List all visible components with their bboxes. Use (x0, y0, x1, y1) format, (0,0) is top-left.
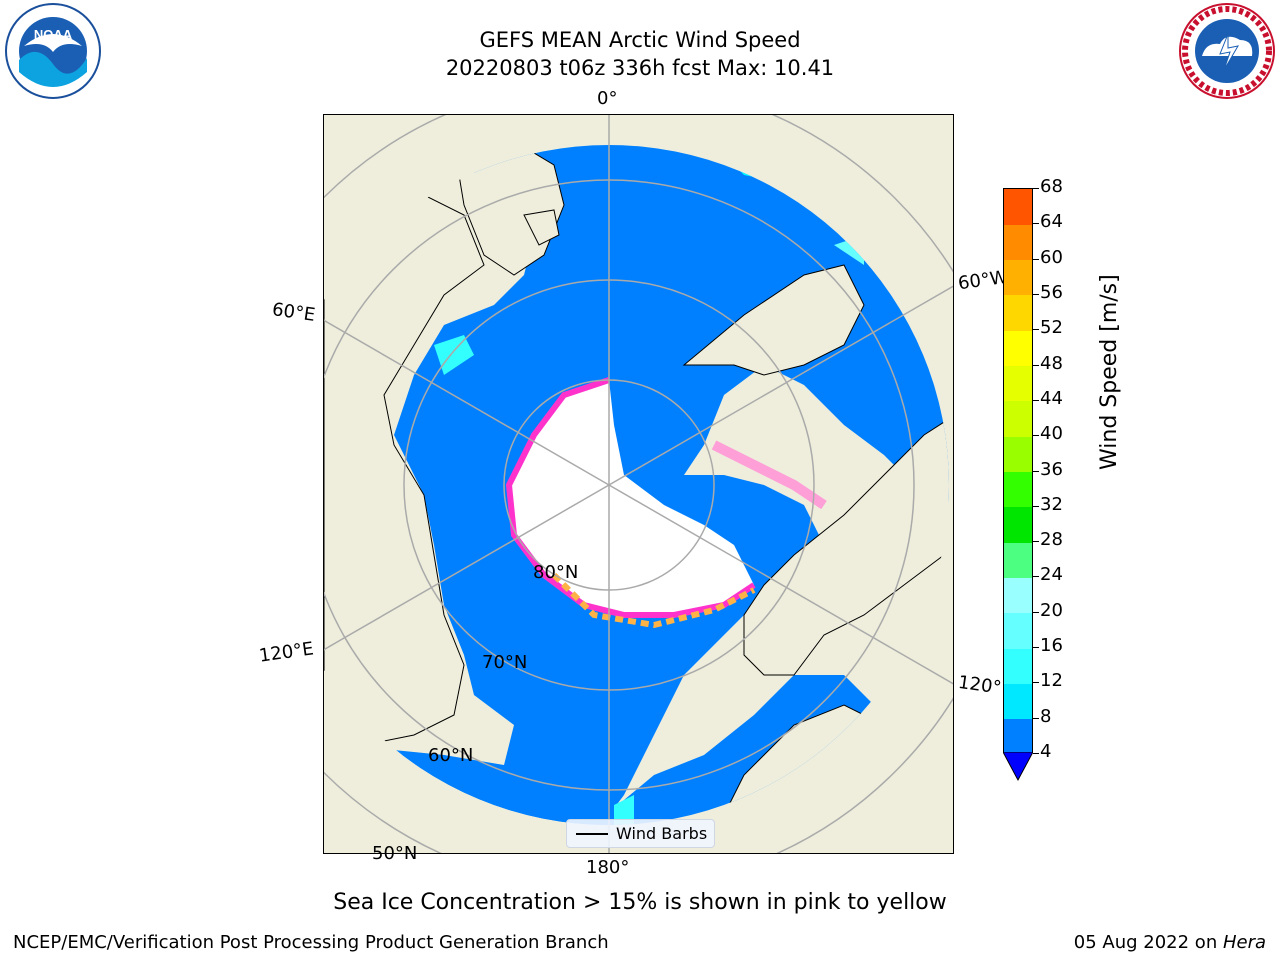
colorbar-segment (1004, 612, 1032, 649)
light-wind-patch-3 (614, 795, 634, 825)
colorbar-tick-label: 4 (1040, 741, 1052, 762)
colorbar-tick-mark (1033, 188, 1039, 189)
colorbar-tick-label: 12 (1040, 670, 1063, 692)
colorbar-tick-label: 64 (1040, 211, 1063, 233)
footer-date: 05 Aug 2022 on Hera (1074, 932, 1266, 953)
colorbar-tick-mark (1033, 435, 1039, 437)
ice-edge-orange (551, 572, 756, 629)
colorbar-tick-mark (1033, 293, 1039, 295)
colorbar-tick-label: 56 (1040, 281, 1063, 303)
label-0: 0° (597, 88, 618, 109)
colorbar-tick-mark (1033, 753, 1039, 754)
noaa-logo-text: NOAA (34, 27, 73, 42)
colorbar-segment (1004, 365, 1032, 402)
colorbar-label: Wind Speed [m/s] (1097, 274, 1122, 470)
colorbar-tick-label: 28 (1040, 529, 1063, 551)
colorbar-tick-mark (1033, 329, 1039, 331)
colorbar-tick-mark (1033, 399, 1039, 401)
colorbar-tick-label: 32 (1040, 493, 1063, 515)
chart-title: GEFS MEAN Arctic Wind Speed (479, 28, 801, 52)
colorbar-tick-label: 36 (1040, 458, 1063, 480)
caption: Sea Ice Concentration > 15% is shown in … (333, 890, 947, 915)
colorbar-tick-mark (1033, 258, 1039, 260)
colorbar-segment (1004, 330, 1032, 367)
colorbar-tick-mark (1033, 364, 1039, 366)
colorbar-tick-label: 60 (1040, 246, 1063, 268)
meridian-60w (608, 285, 953, 486)
light-wind-patch-2 (434, 335, 474, 375)
colorbar-tick-mark (1033, 647, 1039, 649)
meridian-60e (324, 319, 610, 486)
footer-branch: NCEP/EMC/Verification Post Processing Pr… (13, 932, 609, 953)
label-70n: 70°N (482, 652, 528, 673)
graticule (324, 115, 953, 853)
colorbar-tick-label: 40 (1040, 423, 1063, 445)
label-180: 180° (586, 857, 630, 878)
colorbar-segment (1004, 683, 1032, 720)
north-america (743, 414, 949, 676)
colorbar-tick-label: 44 (1040, 387, 1063, 409)
colorbar-tick-mark (1033, 223, 1039, 225)
greenland (682, 264, 865, 376)
svalbard (523, 209, 560, 246)
label-50n: 50°N (372, 843, 418, 864)
wind-barb-legend: Wind Barbs (566, 819, 715, 848)
label-60n: 60°N (428, 745, 474, 766)
colorbar-segment (1004, 294, 1032, 331)
colorbar-segment (1004, 436, 1032, 472)
colorbar-tick-label: 24 (1040, 564, 1063, 586)
colorbar-tick-mark (1033, 470, 1039, 472)
colorbar-tick-mark (1033, 576, 1039, 578)
label-120e: 120°E (257, 638, 315, 667)
colorbar-segment (1004, 506, 1032, 543)
colorbar-extend-triangle (1003, 752, 1033, 782)
colorbar-segment (1004, 542, 1032, 578)
label-60w: 60°W (956, 266, 1009, 295)
colorbar-tick-label: 48 (1040, 352, 1063, 374)
colorbar-segment (1004, 400, 1032, 437)
polar-map (324, 115, 953, 853)
label-60e: 60°E (270, 299, 317, 326)
colorbar-tick-label: 8 (1040, 705, 1052, 727)
ice-edge-pink (505, 377, 756, 618)
nws-logo (1176, 2, 1278, 100)
wind-barb-legend-line (576, 833, 608, 835)
colorbar-tick-label: 20 (1040, 599, 1063, 621)
footer-date-text: 05 Aug 2022 on (1073, 932, 1223, 953)
colorbar-segment (1004, 577, 1032, 614)
colorbar-segment (1004, 718, 1032, 755)
colorbar-segment (1004, 648, 1032, 684)
colorbar (1003, 188, 1033, 755)
map-panel: Wind Barbs (323, 114, 954, 854)
colorbar-segment (1004, 259, 1032, 296)
colorbar-tick-mark (1033, 717, 1039, 719)
colorbar-segment (1004, 471, 1032, 508)
footer-host: Hera (1222, 932, 1266, 953)
colorbar-tick-label: 52 (1040, 317, 1063, 339)
meridian-120e (324, 484, 610, 651)
colorbar-segment (1004, 224, 1032, 261)
colorbar-segment (1004, 189, 1032, 225)
meridian-120w (608, 484, 953, 685)
colorbar-tick-mark (1033, 541, 1039, 543)
colorbar-tick-mark (1033, 682, 1039, 684)
colorbar-tick-mark (1033, 505, 1039, 507)
colorbar-tick-label: 68 (1040, 176, 1063, 197)
ice-edge-archipelago (711, 440, 827, 510)
chart-subtitle: 20220803 t06z 336h fcst Max: 10.41 (445, 56, 835, 80)
colorbar-tick-mark (1033, 611, 1039, 613)
wind-barb-legend-label: Wind Barbs (616, 824, 708, 843)
label-80n: 80°N (533, 562, 579, 583)
colorbar-tick-label: 16 (1040, 635, 1063, 657)
noaa-logo: NOAA (2, 2, 104, 100)
